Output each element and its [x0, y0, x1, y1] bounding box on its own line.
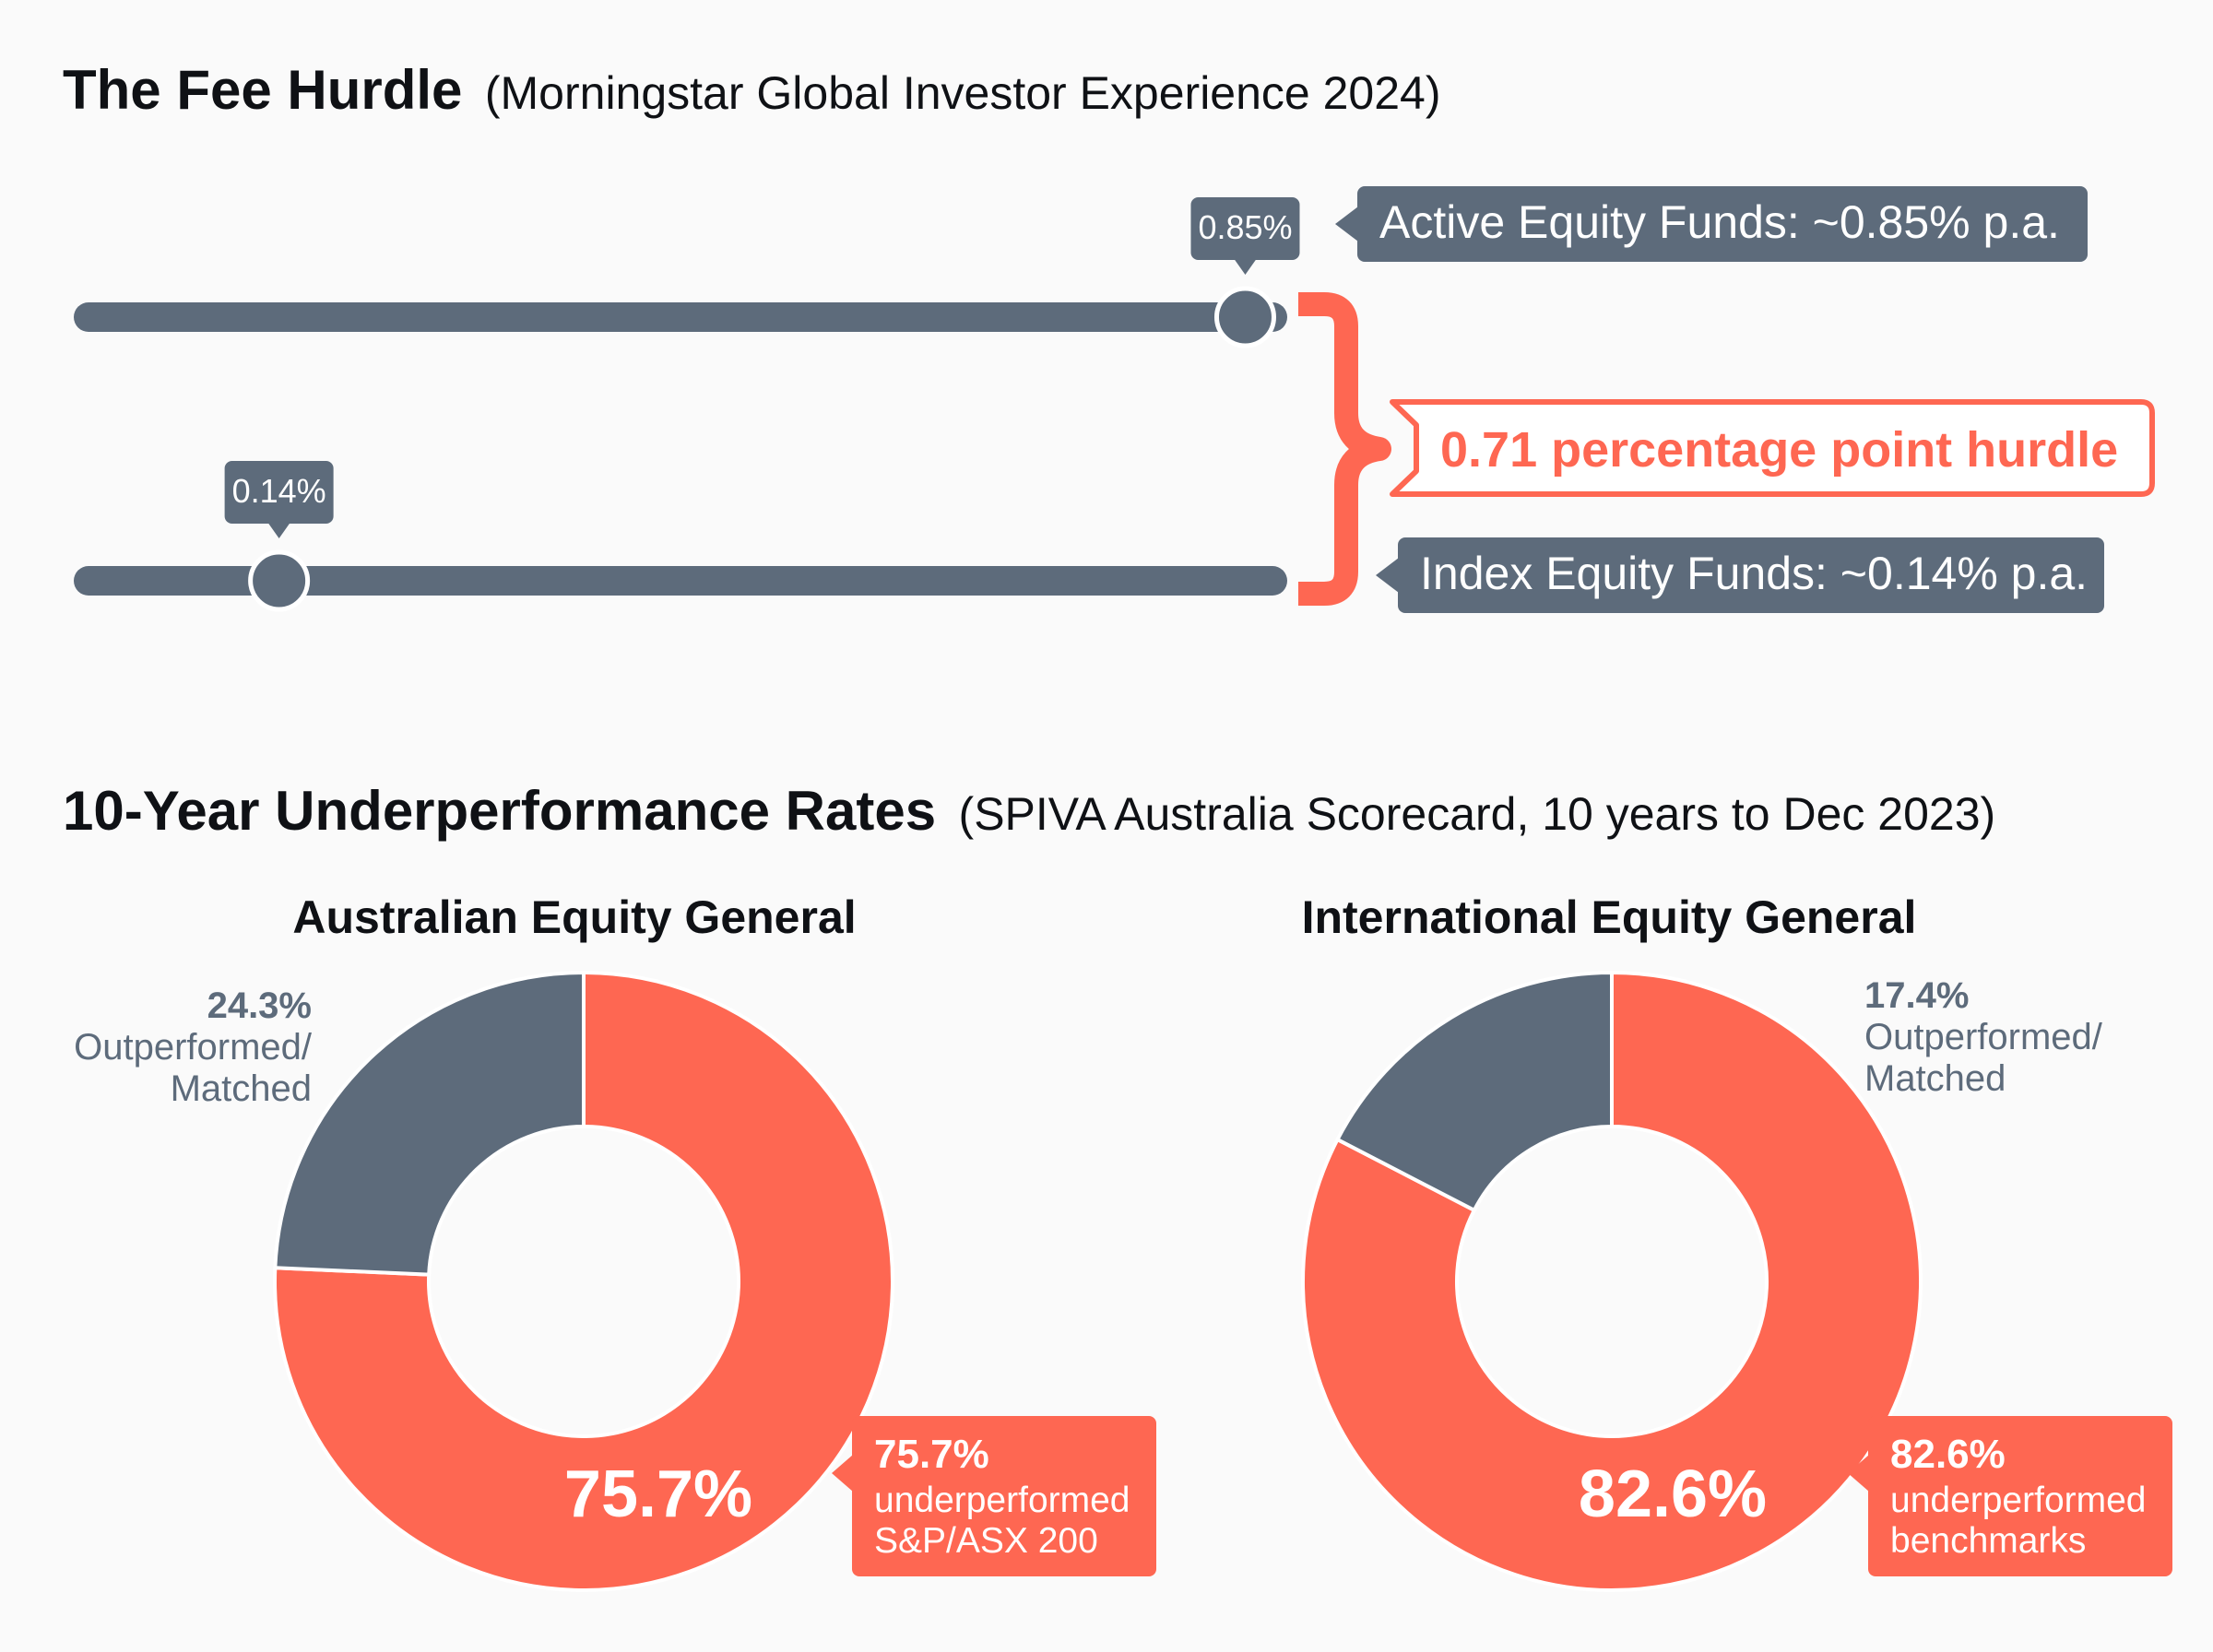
fee-marker-label: 0.14% — [232, 472, 326, 510]
fee-marker-callout: 0.14% — [224, 461, 334, 538]
donut-slice — [273, 970, 586, 1277]
hurdle-annotation: 0.71 percentage point hurdle — [1390, 399, 2155, 497]
callout-line: benchmarks — [1890, 1521, 2086, 1561]
fee-marker — [248, 549, 311, 612]
fee-hurdle-chart: 0.85% Active Equity Funds: ~0.85% p.a. 0.1… — [74, 186, 2155, 613]
donut-slice — [1301, 970, 1923, 1592]
outperformed-label: 17.4%Outperformed/Matched — [1864, 975, 2103, 1099]
fee-marker-callout: 0.85% — [1190, 197, 1300, 275]
hurdle-text: 0.71 percentage point hurdle — [1440, 422, 2118, 478]
outperformed-label: 24.3%Outperformed/Matched — [74, 985, 313, 1109]
callout-line: underperformed — [874, 1481, 1130, 1520]
donut-slice — [1334, 970, 1614, 1213]
donut-slice-value-label: 82.6% — [1579, 1457, 1767, 1531]
fee-series-label: Active Equity Funds: ~0.85% p.a. — [1335, 186, 2088, 262]
hurdle-brace — [1298, 292, 1391, 606]
fee-series-name: Active Equity Funds: ~0.85% p.a. — [1379, 196, 2060, 248]
donut-chart-australian-equity: Australian Equity General 75.7% 75.7% under… — [74, 891, 1156, 1592]
callout-line: underperformed — [1890, 1481, 2147, 1520]
callout-percent: 75.7% — [874, 1432, 989, 1477]
outperformed-line: Outperformed/ — [74, 1027, 313, 1068]
outperformed-percent: 24.3% — [207, 985, 312, 1026]
donut-title: International Equity General — [1302, 891, 1917, 943]
fee-section-heading: The Fee Hurdle (Morningstar Global Inves… — [63, 59, 1441, 121]
outperformed-line: Matched — [171, 1068, 312, 1109]
callout-line: S&P/ASX 200 — [874, 1521, 1098, 1561]
outperformed-percent: 17.4% — [1864, 975, 1969, 1016]
outperformed-line: Matched — [1864, 1058, 2006, 1099]
perf-section-source: (SPIVA Australia Scorecard, 10 years to … — [959, 788, 1996, 840]
donut-slice-value-label: 75.7% — [564, 1457, 752, 1531]
fee-marker-label: 0.85% — [1198, 208, 1292, 246]
fee-marker — [1213, 286, 1276, 348]
fee-section-title: The Fee Hurdle — [63, 59, 462, 121]
donut-slice — [273, 970, 894, 1592]
callout-percent: 82.6% — [1890, 1432, 2006, 1477]
fee-section-source: (Morningstar Global Investor Experience … — [485, 67, 1441, 119]
donut-title: Australian Equity General — [292, 891, 856, 943]
perf-section-heading: 10-Year Underperformance Rates (SPIVA Au… — [63, 780, 1995, 842]
outperformed-line: Outperformed/ — [1864, 1017, 2103, 1057]
perf-section-title: 10-Year Underperformance Rates — [63, 780, 936, 842]
donut-chart-international-equity: International Equity General 82.6% 82.6% un… — [1301, 891, 2172, 1592]
fee-series-label: Index Equity Funds: ~0.14% p.a. — [1376, 537, 2104, 613]
fee-series-name: Index Equity Funds: ~0.14% p.a. — [1420, 548, 2088, 599]
